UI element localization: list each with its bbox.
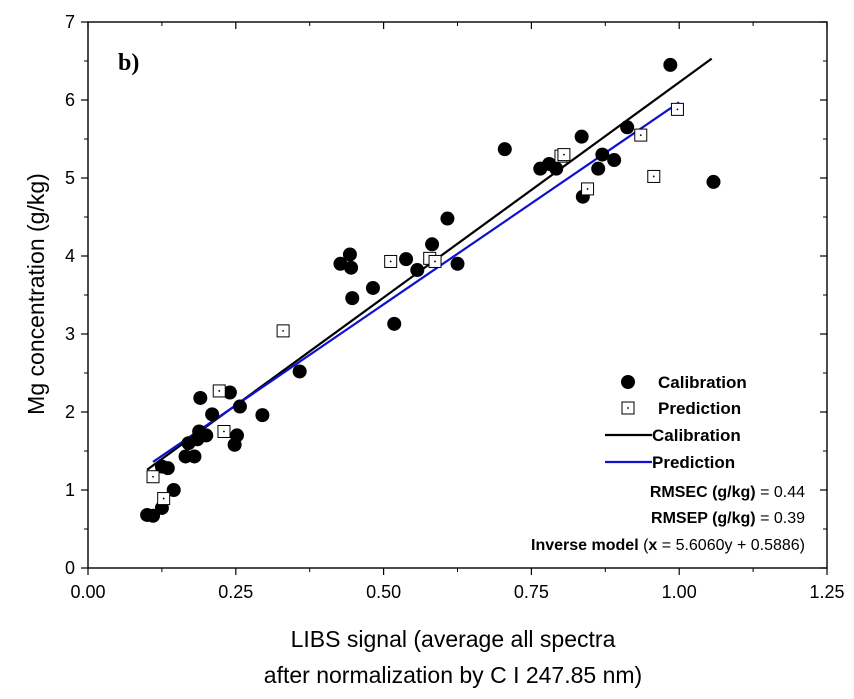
calibration-point [199, 428, 214, 443]
calibration-point [497, 142, 512, 157]
rmsec-value: = 0.44 [756, 484, 805, 501]
y-tick-label: 6 [65, 90, 75, 110]
calibration-point [450, 256, 465, 271]
prediction-point-dot [162, 497, 165, 500]
y-tick-label: 7 [65, 12, 75, 32]
inverse-model-label: Inverse model [531, 537, 639, 554]
calibration-point [387, 316, 402, 331]
calibration-point [425, 237, 440, 252]
inverse-model-open: ( [639, 537, 649, 554]
prediction-point-dot [652, 175, 655, 178]
model-statistics: RMSEC (g/kg) = 0.44 RMSEP (g/kg) = 0.39 … [531, 484, 805, 554]
legend-calibration-line-label: Calibration [652, 426, 741, 445]
calibration-point [292, 364, 307, 379]
prediction-point-dot [282, 329, 284, 332]
calibration-point [344, 260, 359, 275]
panel-label: b) [118, 50, 139, 76]
prediction-point-dot [152, 475, 154, 478]
y-tick-label: 3 [65, 324, 75, 344]
legend-prediction-points-label: Prediction [658, 399, 741, 418]
calibration-point [333, 256, 348, 271]
calibration-point [229, 428, 244, 443]
calibration-point [160, 461, 175, 476]
calibration-point [595, 147, 610, 162]
prediction-point-dot [218, 390, 221, 392]
calibration-point [410, 263, 425, 278]
rmsep-label: RMSEP (g/kg) [651, 510, 756, 527]
calibration-point [663, 57, 678, 72]
calibration-point [166, 483, 181, 497]
calibration-point [549, 161, 564, 176]
rmsep-text: RMSEP (g/kg) = 0.39 [651, 510, 805, 527]
y-tick-label: 4 [65, 246, 75, 266]
x-tick-label: 1.25 [809, 582, 844, 602]
inverse-model-text: Inverse model (x = 5.6060y + 0.5886) [531, 537, 805, 554]
data-points [140, 57, 721, 523]
prediction-point-dot [586, 188, 589, 190]
calibration-point [345, 291, 360, 306]
inverse-model-equation: = 5.6060y + 0.5886) [657, 537, 805, 554]
calibration-point [607, 153, 622, 168]
axes: 0.00 0.25 0.50 0.75 1.00 1.25 0 1 2 3 4 5 6 7 [65, 12, 845, 602]
calibration-point [187, 449, 202, 464]
y-axis-title: Mg concentration (g/kg) [23, 173, 49, 415]
calibration-point [232, 399, 247, 414]
prediction-point-dot [434, 260, 436, 263]
y-tick-label: 2 [65, 402, 75, 422]
rmsec-label: RMSEC (g/kg) [650, 484, 756, 501]
y-tick-label: 5 [65, 168, 75, 188]
legend: Calibration Prediction Calibration Predi… [605, 373, 747, 472]
calibration-point [205, 407, 220, 422]
legend-prediction-marker-dot [627, 407, 629, 409]
y-tick-label: 0 [65, 558, 75, 578]
calibration-point [399, 252, 414, 267]
legend-calibration-points-label: Calibration [658, 373, 747, 392]
x-tick-label: 0.75 [514, 582, 549, 602]
calibration-point [440, 211, 455, 226]
calibration-point [255, 408, 270, 423]
rmsep-value: = 0.39 [756, 510, 805, 527]
calibration-point [365, 280, 380, 295]
calibration-point [193, 390, 208, 405]
x-tick-label: 0.00 [70, 582, 105, 602]
x-axis-title-line2: after normalization by C I 247.85 nm) [264, 662, 642, 688]
legend-calibration-marker [621, 375, 635, 389]
calibration-point [574, 129, 589, 144]
rmsec-text: RMSEC (g/kg) = 0.44 [650, 484, 805, 501]
x-tick-label: 0.50 [366, 582, 401, 602]
x-tick-label: 1.00 [662, 582, 697, 602]
prediction-point-dot [639, 134, 642, 137]
prediction-point-dot [223, 430, 225, 433]
calibration-point [706, 174, 721, 189]
calibration-point [342, 247, 357, 262]
x-axis-title-line1: LIBS signal (average all spectra [291, 626, 616, 652]
prediction-point-dot [676, 108, 679, 111]
x-tick-label: 0.25 [218, 582, 253, 602]
calibration-point [591, 161, 606, 176]
calibration-point [222, 385, 237, 400]
inverse-model-x: x [648, 537, 657, 554]
y-tick-label: 1 [65, 480, 75, 500]
prediction-point-dot [389, 260, 392, 263]
calibration-point [620, 120, 635, 135]
prediction-point-dot [563, 153, 565, 156]
legend-prediction-line-label: Prediction [652, 453, 735, 472]
